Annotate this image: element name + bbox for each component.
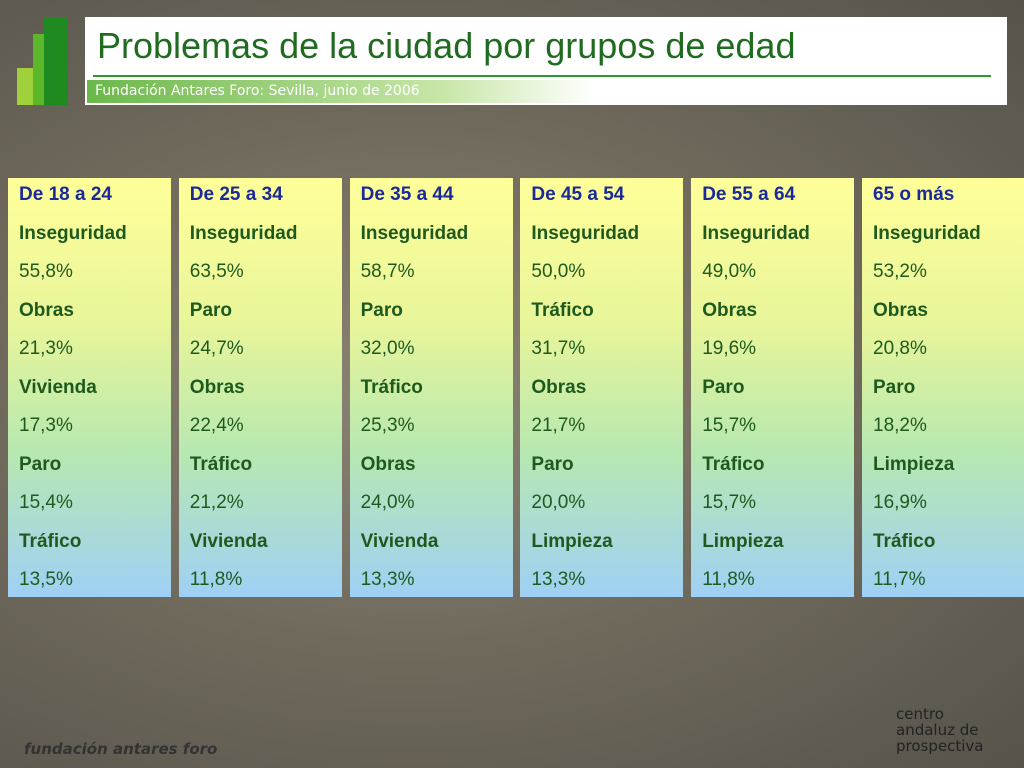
footer-line: andaluz de xyxy=(896,721,979,739)
footer-line: centro xyxy=(896,705,944,723)
column-heading: De 25 a 34 xyxy=(189,184,283,205)
problem-label: Inseguridad xyxy=(189,222,298,244)
title: Problemas de la ciudad por grupos de eda… xyxy=(97,25,796,66)
column-heading: De 18 a 24 xyxy=(19,184,112,205)
problem-value: 58,7% xyxy=(360,261,415,282)
problem-value: 21,3% xyxy=(19,338,73,359)
problem-value: 19,6% xyxy=(702,338,757,359)
problem-value: 31,7% xyxy=(531,338,586,359)
problem-label: Tráfico xyxy=(360,376,423,398)
column-heading: De 55 a 64 xyxy=(702,184,796,205)
problem-label: Paro xyxy=(19,453,62,475)
problem-label: Vivienda xyxy=(19,376,97,398)
footer-line: prospectiva xyxy=(896,737,984,755)
column-heading: De 45 a 54 xyxy=(531,184,625,205)
problem-value: 11,8% xyxy=(702,569,755,590)
footer-left: fundación antares foro xyxy=(24,740,218,758)
problem-label: Inseguridad xyxy=(360,222,469,244)
column: De 45 a 54 Inseguridad 50,0% Tráfico 31,7% Ob… xyxy=(520,178,684,597)
rule xyxy=(93,75,991,77)
problem-label: Obras xyxy=(19,299,74,321)
column-heading: De 35 a 44 xyxy=(360,184,454,205)
problem-value: 53,2% xyxy=(873,261,927,282)
problem-value: 32,0% xyxy=(360,338,415,359)
problem-value: 18,2% xyxy=(873,415,927,436)
problem-value: 20,8% xyxy=(873,338,927,359)
problem-value: 55,8% xyxy=(19,261,73,282)
problem-value: 17,3% xyxy=(19,415,73,436)
problem-label: Obras xyxy=(189,376,245,398)
problem-value: 15,7% xyxy=(702,415,757,436)
problem-value: 21,2% xyxy=(189,492,244,513)
problem-label: Limpieza xyxy=(873,453,955,475)
problem-label: Paro xyxy=(189,299,233,321)
problem-label: Paro xyxy=(702,376,745,398)
problem-label: Obras xyxy=(873,299,928,321)
problem-value: 50,0% xyxy=(531,261,586,282)
problem-value: 25,3% xyxy=(360,415,415,436)
problem-value: 13,5% xyxy=(19,569,73,590)
problem-label: Tráfico xyxy=(531,299,594,321)
problem-value: 63,5% xyxy=(189,261,244,282)
footer-right: centro andaluz de prospectiva xyxy=(896,706,983,754)
column: De 35 a 44 Inseguridad 58,7% Paro 32,0% Tráfi… xyxy=(349,178,513,597)
problem-value: 11,8% xyxy=(189,569,243,590)
problem-label: Paro xyxy=(360,299,403,321)
logo-bar xyxy=(44,17,68,105)
column: De 55 a 64 Inseguridad 49,0% Obras 19,6% Paro… xyxy=(691,178,855,597)
problem-label: Tráfico xyxy=(19,530,82,552)
problem-value: 24,7% xyxy=(189,338,244,359)
problem-label: Inseguridad xyxy=(702,222,810,244)
problem-value: 49,0% xyxy=(702,261,757,282)
problem-label: Limpieza xyxy=(702,530,784,552)
problem-label: Inseguridad xyxy=(873,222,981,244)
subtitle: Fundación Antares Foro: Sevilla, junio d… xyxy=(87,80,595,103)
problem-value: 24,0% xyxy=(360,492,415,513)
problem-value: 20,0% xyxy=(531,492,586,513)
problem-value: 13,3% xyxy=(360,569,415,590)
column: 65 o más Inseguridad 53,2% Obras 20,8% Paro 18… xyxy=(862,178,1024,597)
problem-value: 15,4% xyxy=(19,492,73,513)
problem-label: Paro xyxy=(531,453,574,475)
problem-label: Vivienda xyxy=(189,530,268,552)
problem-value: 21,7% xyxy=(531,415,586,436)
problem-label: Inseguridad xyxy=(531,222,640,244)
problem-label: Tráfico xyxy=(702,453,765,475)
problem-label: Tráfico xyxy=(189,453,253,475)
problem-value: 11,7% xyxy=(873,569,926,590)
problem-label: Vivienda xyxy=(360,530,439,552)
column-heading: 65 o más xyxy=(873,184,955,205)
problem-label: Tráfico xyxy=(873,530,936,552)
problem-value: 15,7% xyxy=(702,492,757,513)
header: Problemas de la ciudad por grupos de eda… xyxy=(85,17,1007,105)
problem-label: Obras xyxy=(360,453,416,475)
column: De 25 a 34 Inseguridad 63,5% Paro 24,7% Obras… xyxy=(178,178,342,597)
problem-label: Obras xyxy=(531,376,587,398)
problem-value: 16,9% xyxy=(873,492,927,513)
column: De 18 a 24 Inseguridad 55,8% Obras 21,3% Vivi… xyxy=(8,178,171,597)
problem-label: Limpieza xyxy=(531,530,613,552)
problem-value: 13,3% xyxy=(531,569,586,590)
problem-label: Paro xyxy=(873,376,916,398)
problem-value: 22,4% xyxy=(189,415,244,436)
problem-label: Obras xyxy=(702,299,758,321)
problem-label: Inseguridad xyxy=(19,222,127,244)
